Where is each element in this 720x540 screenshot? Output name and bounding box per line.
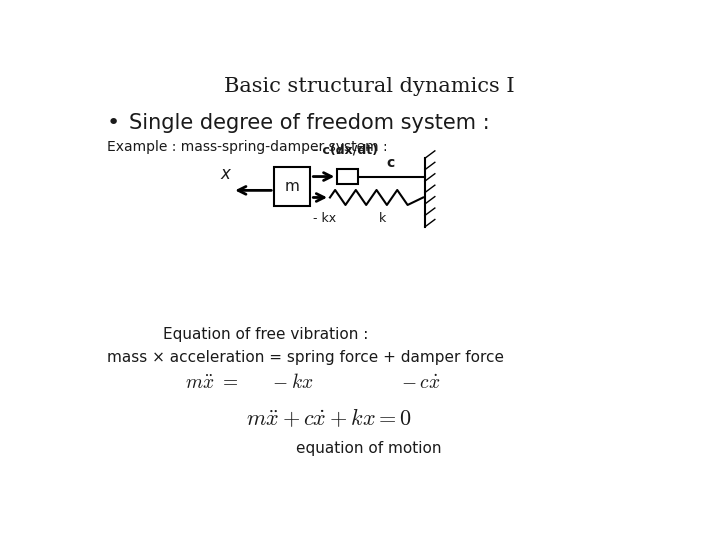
Text: •: • xyxy=(107,113,120,133)
Text: mass × acceleration = spring force + damper force: mass × acceleration = spring force + dam… xyxy=(107,349,504,364)
Text: Basic structural dynamics I: Basic structural dynamics I xyxy=(224,77,514,96)
Text: Equation of free vibration :: Equation of free vibration : xyxy=(163,327,368,342)
Bar xyxy=(274,167,310,206)
Text: m: m xyxy=(285,179,300,194)
Text: $m\ddot{x} + c\dot{x} + kx = 0$: $m\ddot{x} + c\dot{x} + kx = 0$ xyxy=(246,407,413,429)
Text: - kx: - kx xyxy=(313,212,336,225)
Text: $m\ddot{x}\ =\quad\ \ -kx\qquad\qquad\quad -c\dot{x}$: $m\ddot{x}\ =\quad\ \ -kx\qquad\qquad\qu… xyxy=(185,373,440,393)
Text: x: x xyxy=(221,165,230,183)
Bar xyxy=(337,168,359,185)
Text: - c(dx/dt): - c(dx/dt) xyxy=(313,144,378,157)
Text: Example : mass-spring-damper system :: Example : mass-spring-damper system : xyxy=(107,140,387,154)
Text: c: c xyxy=(386,156,395,170)
Text: Single degree of freedom system :: Single degree of freedom system : xyxy=(129,113,490,133)
Text: equation of motion: equation of motion xyxy=(297,441,442,456)
Text: k: k xyxy=(379,212,386,225)
